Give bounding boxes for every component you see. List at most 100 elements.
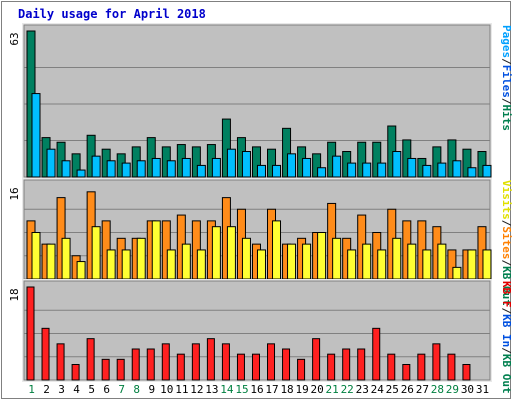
bar-pages-day-4 [76, 169, 86, 178]
bar-pages-day-16 [256, 164, 266, 178]
bar-visits-day-20 [317, 232, 327, 280]
bar-pages-day-12 [196, 164, 206, 178]
bar-visits-day-14 [226, 226, 236, 280]
bar-kb-f-day-26 [402, 364, 411, 381]
bar-pages-day-8 [136, 160, 146, 178]
bar-visits-day-25 [392, 237, 402, 280]
x-tick-label: 5 [88, 383, 95, 396]
bar-pages-day-27 [422, 164, 432, 178]
panel-legend: Visits/Sites/KB Out [500, 180, 512, 306]
x-tick-label: 11 [175, 383, 188, 396]
bar-pages-day-7 [121, 162, 131, 178]
x-tick-label: 28 [431, 383, 444, 396]
x-tick-label: 14 [220, 383, 234, 396]
x-tick-label: 1 [28, 383, 35, 396]
bar-kb-f-day-11 [176, 353, 185, 381]
bar-kb-f-day-15 [236, 353, 245, 381]
panel-kb-transfer: 1 8 KB F/KB In/KB Out [8, 279, 512, 394]
bar-kb-f-day-7 [116, 358, 125, 381]
bar-visits-day-8 [136, 237, 146, 280]
bar-pages-day-6 [106, 160, 116, 178]
panel-hits-pages: 63 Pages/Files/Hits [8, 23, 512, 179]
chart-title: Daily usage for April 2018 [18, 7, 206, 21]
bar-visits-day-3 [61, 237, 71, 280]
bar-kb-f-day-14 [221, 343, 230, 381]
bar-hits-day-20 [312, 153, 322, 178]
bar-hits-day-30 [462, 148, 472, 178]
bar-visits-day-21 [332, 237, 342, 280]
bar-kb-f-day-17 [267, 343, 276, 381]
bar-kb-f-day-5 [86, 338, 95, 381]
panel-legend: KB F/KB In/KB Out [500, 281, 512, 394]
x-tick-label: 23 [356, 383, 369, 396]
bar-kb-f-day-12 [191, 343, 200, 381]
legend-item: Pages [500, 25, 512, 58]
bar-visits-day-13 [211, 226, 221, 280]
bar-pages-day-17 [272, 164, 282, 178]
bar-visits-day-23 [362, 243, 372, 280]
bar-hits-day-9 [146, 137, 156, 178]
bar-kb-f-day-21 [327, 353, 336, 381]
bar-pages-day-19 [302, 157, 312, 178]
x-tick-label: 19 [295, 383, 308, 396]
bar-kb-f-day-28 [432, 343, 441, 381]
legend-item: / [500, 98, 512, 105]
bar-visits-day-2 [46, 243, 56, 280]
bar-kb-f-day-30 [462, 364, 471, 381]
bar-visits-day-29 [452, 266, 462, 280]
x-tick-label: 13 [205, 383, 218, 396]
x-tick-label: 31 [476, 383, 489, 396]
x-tick-label: 30 [461, 383, 474, 396]
bar-pages-day-18 [287, 153, 297, 178]
bar-kb-f-day-3 [56, 343, 65, 381]
x-tick-label: 27 [416, 383, 429, 396]
bar-hits-day-24 [372, 141, 382, 178]
bar-pages-day-21 [332, 155, 342, 178]
legend-item: KB Out [500, 354, 512, 394]
x-tick-label: 15 [235, 383, 248, 396]
bar-kb-f-day-22 [342, 348, 351, 381]
x-tick-label: 22 [341, 383, 354, 396]
bar-pages-day-29 [452, 160, 462, 178]
bar-visits-day-12 [196, 249, 206, 280]
bar-visits-day-5 [91, 226, 101, 280]
bar-visits-day-9 [151, 220, 161, 280]
legend-item: Visits [500, 180, 512, 220]
legend-item: / [500, 347, 512, 354]
panel-legend: Pages/Files/Hits [500, 25, 512, 131]
x-axis-labels: 1 2 3 4 5 6 7 8 9 10 11 12 13 14 15 16 17 18 19 20 21 22 23 24 2… [28, 383, 489, 396]
bar-pages-day-25 [392, 151, 402, 178]
x-tick-label: 17 [265, 383, 278, 396]
bar-hits-day-31 [477, 151, 487, 178]
x-tick-label: 4 [73, 383, 80, 396]
bar-kb-f-day-10 [161, 343, 170, 381]
y-max-label: 63 [8, 32, 21, 45]
bar-pages-day-26 [407, 157, 417, 178]
x-tick-label: 25 [386, 383, 399, 396]
bar-hits-day-16 [251, 146, 261, 178]
bar-pages-day-10 [166, 160, 176, 178]
x-tick-label: 12 [190, 383, 203, 396]
bar-visits-day-18 [287, 243, 297, 280]
bar-kb-f-day-19 [297, 358, 306, 381]
bar-pages-day-1 [31, 93, 41, 178]
bar-hits-day-3 [56, 141, 66, 178]
bar-visits-day-10 [166, 249, 176, 280]
legend-item: Files [500, 65, 512, 98]
x-tick-label: 2 [43, 383, 50, 396]
x-tick-label: 8 [133, 383, 140, 396]
legend-item: Sites [500, 226, 512, 259]
y-max-label: 16 [8, 187, 21, 200]
legend-item: KB F [500, 281, 512, 308]
bar-kb-f-day-8 [131, 348, 140, 381]
bar-visits-day-27 [422, 249, 432, 280]
legend-item: / [500, 308, 512, 315]
bar-hits-day-23 [357, 141, 367, 178]
bar-kb-f-day-1 [26, 286, 35, 381]
bar-kb-f-day-9 [146, 348, 155, 381]
bar-kb-f-day-13 [206, 338, 215, 381]
bar-visits-day-7 [121, 249, 131, 280]
bar-pages-day-2 [46, 148, 56, 178]
